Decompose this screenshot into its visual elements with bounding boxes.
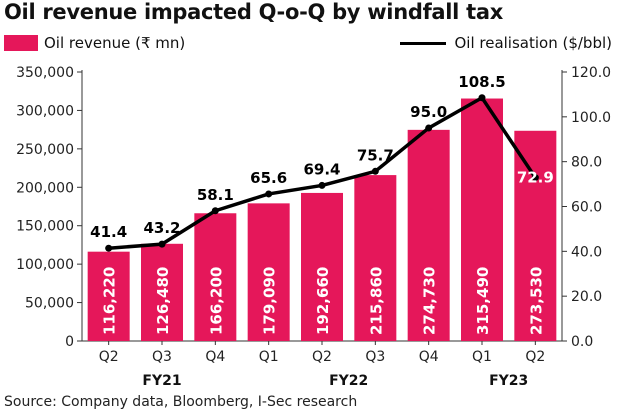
bar xyxy=(301,192,343,341)
left-tick-label: 150,000 xyxy=(16,219,74,235)
bar xyxy=(407,129,450,341)
right-tick-label: 120.0 xyxy=(571,65,611,81)
line-value-label: 72.9 xyxy=(517,169,554,187)
bar-value-label: 116,220 xyxy=(101,267,119,335)
right-tick-label: 20.0 xyxy=(571,289,602,305)
bar xyxy=(247,203,290,341)
category-label: Q4 xyxy=(419,349,439,365)
line-point xyxy=(478,94,486,102)
bar-value-label: 215,860 xyxy=(367,267,385,335)
legend-bar-swatch xyxy=(4,35,38,51)
left-tick-label: 0 xyxy=(65,334,74,350)
right-tick-label: 100.0 xyxy=(571,110,611,126)
fiscal-year-label: FY21 xyxy=(142,373,181,389)
line-point xyxy=(425,124,433,132)
category-label: Q2 xyxy=(99,349,119,365)
bar-value-label: 126,480 xyxy=(154,267,172,335)
left-tick-label: 300,000 xyxy=(16,103,74,119)
fiscal-year-label: FY22 xyxy=(329,373,368,389)
line-point xyxy=(211,207,219,215)
line-point xyxy=(105,244,113,252)
line-value-label: 58.1 xyxy=(197,186,234,204)
bar xyxy=(354,175,397,341)
line-point xyxy=(531,174,539,182)
bar xyxy=(514,130,557,341)
left-tick-label: 250,000 xyxy=(16,142,74,158)
category-label: Q2 xyxy=(312,349,332,365)
bar-value-label: 273,530 xyxy=(527,267,545,335)
line-value-label: 41.4 xyxy=(90,223,127,241)
category-label: Q2 xyxy=(525,349,545,365)
bar xyxy=(141,243,183,341)
left-tick-label: 200,000 xyxy=(16,180,74,196)
legend-line-swatch xyxy=(400,41,447,45)
bar-value-label: 274,730 xyxy=(421,267,439,335)
left-tick-label: 50,000 xyxy=(25,296,74,312)
category-label: Q3 xyxy=(365,349,385,365)
bar-value-label: 315,490 xyxy=(474,267,492,335)
line-value-label: 108.5 xyxy=(458,73,505,91)
bar xyxy=(194,213,237,341)
bar-value-label: 192,660 xyxy=(314,267,332,335)
line-point xyxy=(158,240,166,248)
source-note: Source: Company data, Bloomberg, I-Sec r… xyxy=(4,394,358,410)
chart-title: Oil revenue impacted Q-o-Q by windfall t… xyxy=(4,0,503,24)
legend-line-label: Oil realisation ($/bbl) xyxy=(454,34,612,52)
category-label: Q1 xyxy=(259,349,279,365)
category-label: Q1 xyxy=(472,349,492,365)
line-value-label: 75.7 xyxy=(357,146,394,164)
left-tick-label: 100,000 xyxy=(16,257,74,273)
line-point xyxy=(318,181,326,189)
line-value-label: 69.4 xyxy=(303,160,340,178)
category-label: Q3 xyxy=(152,349,172,365)
legend-line-entry: Oil realisation ($/bbl) xyxy=(400,34,612,52)
bar xyxy=(87,251,130,341)
right-tick-label: 0.0 xyxy=(571,334,593,350)
bar-value-label: 166,200 xyxy=(207,267,225,335)
line-point xyxy=(371,167,379,175)
bar-value-label: 179,090 xyxy=(261,267,279,335)
fiscal-year-label: FY23 xyxy=(489,373,528,389)
right-tick-label: 80.0 xyxy=(571,155,602,171)
line-value-label: 43.2 xyxy=(143,219,180,237)
legend-bar-entry: Oil revenue (₹ mn) xyxy=(4,34,185,52)
category-label: Q4 xyxy=(205,349,225,365)
line-value-label: 65.6 xyxy=(250,169,287,187)
left-tick-label: 350,000 xyxy=(16,65,74,81)
bar xyxy=(461,98,503,341)
right-tick-label: 60.0 xyxy=(571,200,602,216)
legend-bar-label: Oil revenue (₹ mn) xyxy=(44,34,186,52)
line-point xyxy=(265,190,273,198)
line-value-label: 95.0 xyxy=(410,103,447,121)
right-tick-label: 40.0 xyxy=(571,244,602,260)
